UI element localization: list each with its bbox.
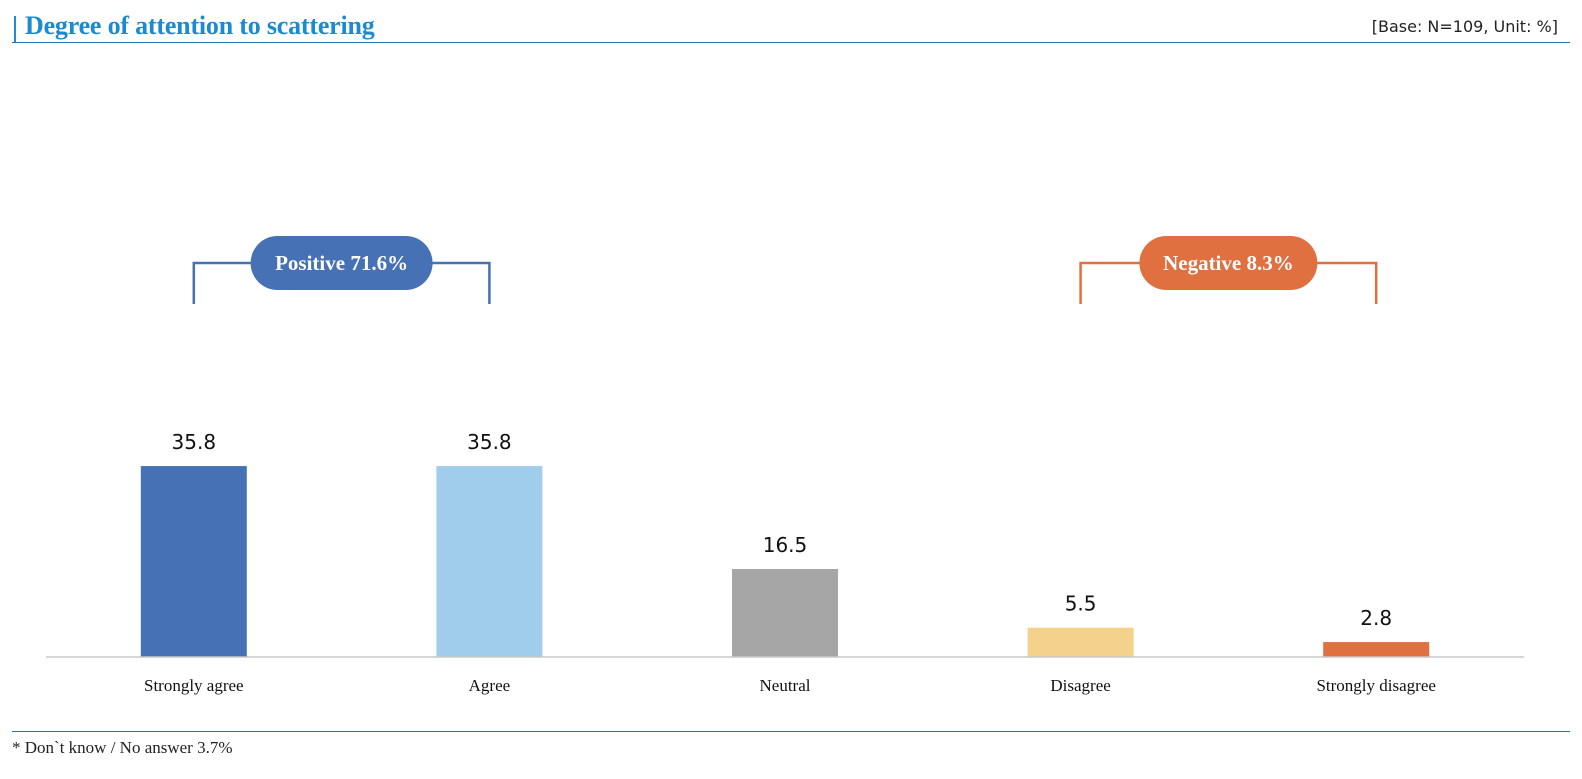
category-label: Neutral bbox=[760, 676, 811, 695]
data-label: 35.8 bbox=[172, 430, 217, 454]
data-label: 16.5 bbox=[763, 533, 808, 557]
category-label: Disagree bbox=[1050, 676, 1110, 695]
footnote: * Don`t know / No answer 3.7% bbox=[12, 738, 233, 757]
positive-group-bracket: Positive 71.6% bbox=[192, 236, 491, 304]
group-pill bbox=[250, 236, 433, 290]
bar-agree bbox=[436, 466, 543, 657]
negative-group-bracket: Negative 8.3% bbox=[1079, 236, 1378, 304]
bar-strongly-agree bbox=[140, 466, 247, 657]
base-note: [Base: N=109, Unit: %] bbox=[1371, 17, 1558, 36]
category-label: Strongly agree bbox=[144, 676, 244, 695]
bar-disagree bbox=[1027, 627, 1134, 657]
footer-divider bbox=[12, 731, 1570, 732]
group-label: Negative 8.3% bbox=[1163, 251, 1294, 275]
category-label: Agree bbox=[469, 676, 511, 695]
data-label: 35.8 bbox=[467, 430, 512, 454]
category-label: Strongly disagree bbox=[1316, 676, 1435, 695]
chart-header: Degree of attention to scattering [Base:… bbox=[12, 8, 1568, 42]
chart-title: Degree of attention to scattering bbox=[25, 11, 375, 40]
header-divider bbox=[12, 42, 1570, 43]
data-label: 5.5 bbox=[1065, 592, 1097, 616]
group-label: Positive 71.6% bbox=[275, 251, 408, 275]
title-accent-bar bbox=[14, 16, 16, 42]
bar-neutral bbox=[732, 569, 838, 657]
group-pill bbox=[1139, 236, 1318, 290]
data-label: 2.8 bbox=[1360, 606, 1392, 630]
bar-strongly-disagree bbox=[1323, 642, 1430, 657]
